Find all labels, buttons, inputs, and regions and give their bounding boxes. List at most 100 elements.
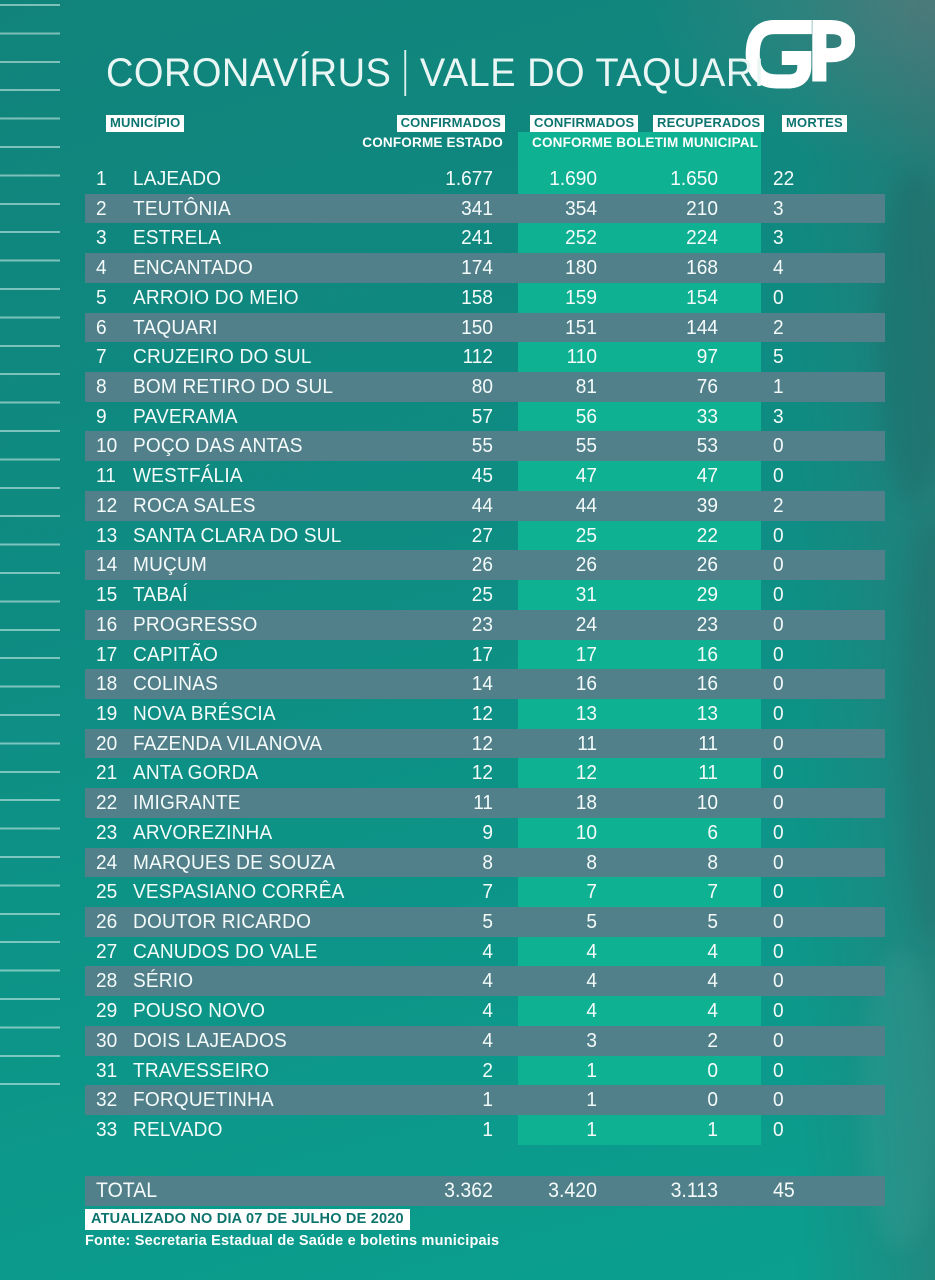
row-deaths: 0 <box>773 523 784 547</box>
table-row: 32 FORQUETINHA 1 1 0 0 <box>85 1085 885 1115</box>
row-recovered: 16 <box>696 642 718 666</box>
table-row: 4 ENCANTADO 174 180 168 4 <box>85 253 885 283</box>
table-row: 26 DOUTOR RICARDO 5 5 5 0 <box>85 906 885 937</box>
row-deaths: 0 <box>773 672 784 696</box>
row-deaths: 1 <box>773 375 784 399</box>
row-confirmed-state: 25 <box>471 583 493 607</box>
row-deaths: 0 <box>773 285 784 309</box>
table-row: 10 POÇO DAS ANTAS 55 55 53 0 <box>85 431 885 462</box>
row-municipality: DOIS LAJEADOS <box>133 1028 287 1052</box>
municipal-green-block <box>518 639 761 670</box>
watermark-blob <box>878 170 935 500</box>
total-label: TOTAL <box>96 1179 158 1202</box>
row-recovered: 11 <box>698 761 718 785</box>
row-rank: 22 <box>96 791 118 815</box>
row-municipality: VESPASIANO CORRÊA <box>133 880 345 904</box>
row-municipality: COLINAS <box>133 672 219 696</box>
row-confirmed-state: 8 <box>482 850 493 874</box>
row-confirmed-municipal: 11 <box>577 731 597 755</box>
row-confirmed-municipal: 47 <box>575 464 597 488</box>
municipal-green-block <box>518 520 761 551</box>
row-confirmed-municipal: 4 <box>586 969 597 993</box>
row-recovered: 168 <box>686 256 718 280</box>
row-rank: 31 <box>96 1058 118 1082</box>
municipal-green-block <box>518 877 761 907</box>
page-title: CORONAVÍRUS VALE DO TAQUARI <box>106 50 765 96</box>
municipal-green-block <box>518 580 761 610</box>
row-confirmed-state: 174 <box>461 256 493 280</box>
row-confirmed-state: 4 <box>482 969 493 993</box>
row-rank: 13 <box>96 523 118 547</box>
row-confirmed-municipal: 55 <box>575 434 597 458</box>
row-recovered: 0 <box>707 1088 718 1112</box>
row-rank: 12 <box>96 493 118 517</box>
row-municipality: BOM RETIRO DO SUL <box>133 375 334 399</box>
row-rank: 17 <box>96 642 118 666</box>
row-confirmed-municipal: 25 <box>575 523 597 547</box>
row-confirmed-state: 4 <box>482 939 493 963</box>
row-recovered: 16 <box>696 672 718 696</box>
row-recovered: 5 <box>707 909 718 933</box>
row-deaths: 0 <box>773 761 784 785</box>
row-confirmed-municipal: 4 <box>586 939 597 963</box>
row-confirmed-municipal: 180 <box>565 256 597 280</box>
table-row: 19 NOVA BRÉSCIA 12 13 13 0 <box>85 698 885 729</box>
row-municipality: CRUZEIRO DO SUL <box>133 345 312 369</box>
table-row: 17 CAPITÃO 17 17 16 0 <box>85 639 885 670</box>
row-confirmed-state: 12 <box>471 731 493 755</box>
table-row: 27 CANUDOS DO VALE 4 4 4 0 <box>85 936 885 967</box>
row-municipality: MARQUES DE SOUZA <box>133 850 336 874</box>
table-row: 18 COLINAS 14 16 16 0 <box>85 669 885 699</box>
table-row: 3 ESTRELA 241 252 224 3 <box>85 223 885 254</box>
table-row: 1 LAJEADO 1.677 1.690 1.650 22 <box>85 164 885 194</box>
row-municipality: POUSO NOVO <box>133 999 266 1023</box>
row-municipality: MUÇUM <box>133 553 208 577</box>
gp-monogram-icon <box>745 19 856 89</box>
row-deaths: 4 <box>773 256 784 280</box>
row-rank: 27 <box>96 939 118 963</box>
left-ruler-lines <box>0 4 60 1096</box>
row-confirmed-municipal: 151 <box>565 315 597 339</box>
row-deaths: 0 <box>773 642 784 666</box>
row-confirmed-state: 14 <box>471 672 493 696</box>
header-confirmados-municipal: CONFIRMADOS <box>530 115 639 132</box>
row-deaths: 2 <box>773 315 784 339</box>
row-confirmed-municipal: 110 <box>566 345 597 369</box>
row-recovered: 2 <box>707 1028 718 1052</box>
row-confirmed-municipal: 26 <box>575 553 597 577</box>
row-rank: 33 <box>96 1118 118 1141</box>
municipal-green-block <box>518 282 761 313</box>
row-municipality: TAQUARI <box>133 315 218 339</box>
row-recovered: 4 <box>707 969 718 993</box>
table-row: 11 WESTFÁLIA 45 47 47 0 <box>85 461 885 491</box>
municipal-green-block <box>518 817 761 848</box>
row-confirmed-municipal: 8 <box>586 850 597 874</box>
row-confirmed-state: 11 <box>473 791 493 815</box>
row-recovered: 154 <box>686 285 718 309</box>
row-confirmed-municipal: 16 <box>575 672 597 696</box>
row-municipality: IMIGRANTE <box>133 791 241 815</box>
table-row: 29 POUSO NOVO 4 4 4 0 <box>85 996 885 1026</box>
row-confirmed-municipal: 24 <box>575 612 597 636</box>
header-municipio: MUNICÍPIO <box>106 115 185 132</box>
row-confirmed-municipal: 12 <box>575 761 597 785</box>
row-confirmed-state: 12 <box>471 701 493 725</box>
row-confirmed-state: 1 <box>482 1118 493 1141</box>
row-deaths: 0 <box>773 969 784 993</box>
row-deaths: 0 <box>773 434 784 458</box>
row-rank: 21 <box>96 761 118 785</box>
row-confirmed-state: 55 <box>471 434 493 458</box>
row-confirmed-municipal: 354 <box>565 196 597 220</box>
row-deaths: 2 <box>773 493 784 517</box>
row-deaths: 0 <box>773 731 784 755</box>
municipal-green-block <box>518 401 761 432</box>
row-deaths: 3 <box>773 404 784 428</box>
row-deaths: 0 <box>773 1058 784 1082</box>
row-confirmed-municipal: 1.690 <box>549 167 597 190</box>
row-deaths: 0 <box>773 791 784 815</box>
gp-logo <box>733 14 856 102</box>
row-confirmed-municipal: 252 <box>565 226 597 250</box>
row-deaths: 0 <box>773 909 784 933</box>
municipal-green-block <box>518 1055 761 1086</box>
row-recovered: 7 <box>707 880 718 904</box>
